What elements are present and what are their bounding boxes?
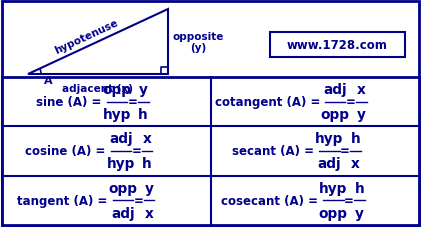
Text: =: = (131, 145, 141, 158)
Text: hypotenuse: hypotenuse (53, 17, 120, 55)
Text: =: = (128, 96, 137, 109)
Text: h: h (142, 157, 152, 171)
Text: hyp: hyp (315, 132, 344, 146)
Text: secant (A) =: secant (A) = (232, 145, 318, 158)
Text: h: h (351, 132, 360, 146)
Text: =: = (344, 194, 354, 207)
Text: cosecant (A) =: cosecant (A) = (221, 194, 322, 207)
Text: sine (A) =: sine (A) = (36, 96, 106, 109)
Text: x: x (351, 157, 360, 171)
Text: cotangent (A) =: cotangent (A) = (215, 96, 324, 109)
Text: y: y (139, 83, 148, 97)
Bar (270, 33, 405, 58)
Text: y: y (357, 108, 366, 122)
Text: opp: opp (109, 181, 137, 195)
Text: opp: opp (319, 206, 348, 220)
Text: y: y (355, 206, 364, 220)
Text: x: x (143, 132, 152, 146)
Text: hyp: hyp (319, 181, 348, 195)
Text: www.1728.com: www.1728.com (287, 39, 388, 52)
Text: opposite
(y): opposite (y) (172, 32, 224, 53)
Text: adj: adj (317, 157, 341, 171)
Text: hyp: hyp (107, 157, 135, 171)
Text: opp: opp (103, 83, 131, 97)
Bar (2, 78, 419, 225)
Text: adjacent (x): adjacent (x) (62, 84, 133, 94)
Text: =: = (346, 96, 356, 109)
Text: opp: opp (321, 108, 350, 122)
Text: =: = (340, 145, 350, 158)
Text: cosine (A) =: cosine (A) = (25, 145, 110, 158)
Text: x: x (357, 83, 366, 97)
Text: adj: adj (323, 83, 347, 97)
Text: h: h (138, 108, 148, 122)
Text: x: x (145, 206, 153, 220)
Text: h: h (354, 181, 364, 195)
Text: adj: adj (109, 132, 133, 146)
Text: hyp: hyp (103, 108, 131, 122)
Text: y: y (144, 181, 153, 195)
Text: =: = (133, 194, 143, 207)
Text: adj: adj (111, 206, 135, 220)
Text: tangent (A) =: tangent (A) = (17, 194, 112, 207)
Text: A: A (44, 76, 52, 86)
